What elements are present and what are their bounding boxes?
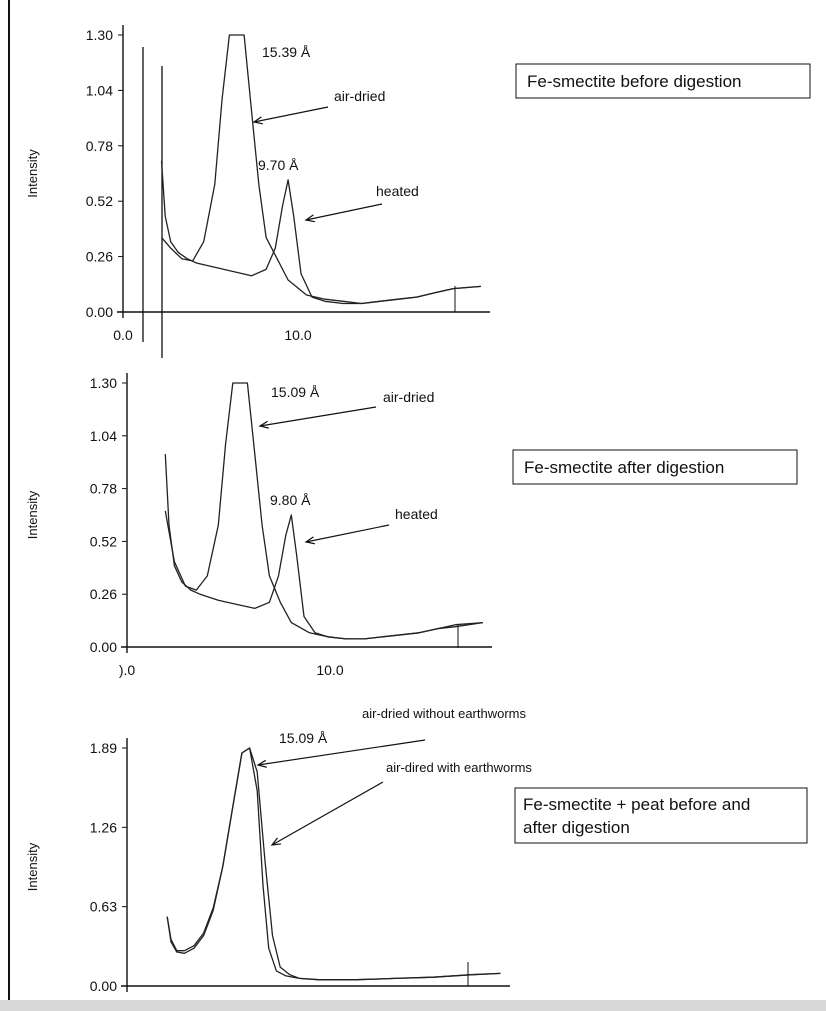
series-line-2 [164, 454, 483, 640]
annotation-arrow [253, 106, 329, 123]
x-tick-label: ).0 [119, 662, 136, 678]
annotation-label: heated [376, 183, 419, 199]
panel-label: after digestion [523, 818, 630, 837]
y-tick-label: 1.04 [90, 428, 117, 444]
annotation-label: air-dried without earthworms [362, 706, 527, 721]
annotation-arrow [305, 203, 383, 221]
y-tick-label: 1.04 [86, 82, 113, 98]
panel-label-box [514, 787, 808, 844]
panel-label-box [515, 63, 811, 99]
panel-label-box [512, 449, 798, 485]
annotation-label: 15.09 Å [271, 384, 320, 400]
y-tick-label: 0.00 [90, 978, 117, 994]
arrow-head [270, 837, 282, 846]
arrow-head [304, 214, 315, 223]
panel-label: Fe-smectite before digestion [527, 72, 742, 91]
annotation-label: air-dired with earthworms [386, 760, 532, 775]
y-tick-label: 0.26 [86, 249, 113, 265]
panel-label: Fe-smectite after digestion [524, 458, 724, 477]
annotation-label: 15.09 Å [279, 730, 328, 746]
annotation-arrow [257, 739, 426, 766]
annotation-arrow [271, 781, 384, 846]
y-tick-label: 0.78 [90, 481, 117, 497]
x-tick-label: 0.0 [113, 327, 133, 343]
y-axis-label: Intensity [25, 490, 40, 539]
annotation-label: 9.80 Å [270, 492, 311, 508]
y-tick-label: 1.30 [86, 27, 113, 43]
y-tick-label: 1.30 [90, 375, 117, 391]
page-left-rule [8, 0, 10, 1000]
annotation-label: heated [395, 506, 438, 522]
annotation-label: 15.39 Å [262, 44, 311, 60]
y-tick-label: 0.26 [90, 586, 117, 602]
series-line-1 [161, 34, 481, 305]
y-tick-label: 1.26 [90, 819, 117, 835]
y-tick-label: 0.52 [86, 193, 113, 209]
annotation-arrow [259, 406, 377, 427]
y-tick-label: 0.52 [90, 533, 117, 549]
annotation-label: air-dried [334, 88, 385, 104]
y-tick-label: 0.00 [86, 304, 113, 320]
y-tick-label: 0.00 [90, 639, 117, 655]
window-bottom-bar [0, 1000, 826, 1011]
y-tick-label: 0.78 [86, 138, 113, 154]
panel-label: Fe-smectite + peat before and [523, 795, 750, 814]
arrow-head [256, 759, 267, 768]
annotation-arrow [305, 524, 390, 543]
annotation-label: 9.70 Å [258, 157, 299, 173]
chart-panel-1: 1.30 1.04 0.78 0.52 0.26 0.000.0 10.0 Intensity… [25, 25, 811, 358]
chart-panel-2: 1.30 1.04 0.78 0.52 0.26 0.00).0 10.0 Intensity… [25, 373, 798, 678]
arrow-head [258, 420, 269, 429]
series-line-2 [160, 160, 481, 305]
y-tick-label: 0.63 [90, 899, 117, 915]
y-tick-label: 1.89 [90, 740, 117, 756]
y-axis-label: Intensity [25, 149, 40, 198]
y-axis-label: Intensity [25, 842, 40, 891]
x-tick-label: 10.0 [284, 327, 311, 343]
x-tick-label: 10.0 [316, 662, 343, 678]
chart-panel-3: 1.89 1.26 0.63 0.00 Intensity air-dried witho… [25, 706, 808, 994]
arrow-head [304, 536, 315, 545]
series-line-1 [166, 747, 501, 981]
arrow-head [252, 116, 263, 125]
annotation-label: air-dried [383, 389, 434, 405]
series-line-2 [166, 747, 501, 981]
